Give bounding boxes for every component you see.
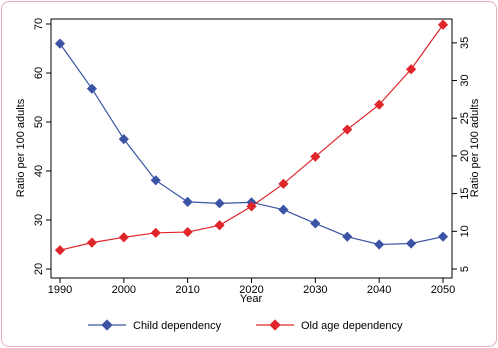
series-1-point-2050	[437, 19, 449, 30]
series-line-1	[59, 24, 444, 251]
series-layer	[54, 19, 449, 256]
series-1-point-2000	[118, 232, 129, 243]
right-tick-label-5: 5	[459, 266, 471, 272]
series-0-point-1990	[54, 38, 66, 49]
left-tick-label-60: 60	[33, 67, 45, 79]
series-1-point-2015	[214, 220, 225, 231]
legend-label-old-age: Old age dependency	[301, 320, 403, 332]
right-tick-label-20: 20	[459, 150, 471, 162]
series-0-point-2050	[437, 231, 449, 242]
series-0-point-1995	[86, 83, 98, 94]
series-1-point-2005	[150, 227, 161, 238]
legend-item-old-age: Old age dependency	[256, 319, 403, 332]
left-tick-label-70: 70	[33, 18, 45, 30]
legend-label-child: Child dependency	[133, 320, 222, 332]
right-tick-label-10: 10	[459, 225, 471, 237]
x-tick-label-2030: 2030	[303, 284, 327, 296]
right-axis: 5 10 15 20 25 30 35	[452, 37, 471, 272]
x-tick-label-1990: 1990	[48, 284, 72, 296]
left-tick-label-30: 30	[33, 214, 45, 226]
left-axis-title: Ratio per 100 adults	[15, 98, 27, 197]
x-tick-label-2020: 2020	[239, 284, 263, 296]
left-tick-label-40: 40	[33, 165, 45, 177]
right-tick-label-25: 25	[459, 112, 471, 124]
right-tick-label-35: 35	[459, 37, 471, 49]
left-tick-label-50: 50	[33, 116, 45, 128]
series-0-point-2015	[214, 198, 225, 209]
series-line-0	[59, 43, 444, 246]
left-tick-label-20: 20	[33, 263, 45, 275]
series-0-point-2000	[118, 134, 129, 145]
series-1-point-1995	[86, 237, 98, 248]
series-0-point-2005	[150, 175, 161, 186]
series-0-point-2010	[182, 196, 193, 207]
x-axis-title: Year	[240, 293, 263, 305]
legend: Child dependency Old age dependency	[88, 319, 403, 332]
right-tick-label-30: 30	[459, 74, 471, 86]
legend-marker-old-age	[269, 319, 281, 331]
right-tick-label-15: 15	[459, 187, 471, 199]
legend-marker-child	[101, 319, 113, 331]
series-0-point-2030	[310, 218, 321, 229]
series-1-point-1990	[54, 245, 66, 256]
x-tick-label-2000: 2000	[112, 284, 136, 296]
series-1-point-2020	[246, 201, 257, 212]
series-0-point-2045	[405, 238, 417, 249]
left-axis: 20 30 40 50 60 70	[33, 18, 51, 275]
right-axis-title: Ratio per 100 adults	[469, 98, 481, 197]
x-tick-label-2040: 2040	[367, 284, 391, 296]
x-tick-label-2010: 2010	[175, 284, 199, 296]
series-0-point-2035	[342, 231, 353, 242]
legend-item-child: Child dependency	[88, 319, 222, 332]
series-1-point-2010	[182, 226, 193, 238]
series-0-point-2025	[278, 204, 289, 215]
x-axis: 1990 2000 2010 2020 2030 2040 2050	[48, 278, 455, 296]
series-0-point-2040	[374, 239, 385, 250]
x-tick-label-2050: 2050	[431, 284, 455, 296]
